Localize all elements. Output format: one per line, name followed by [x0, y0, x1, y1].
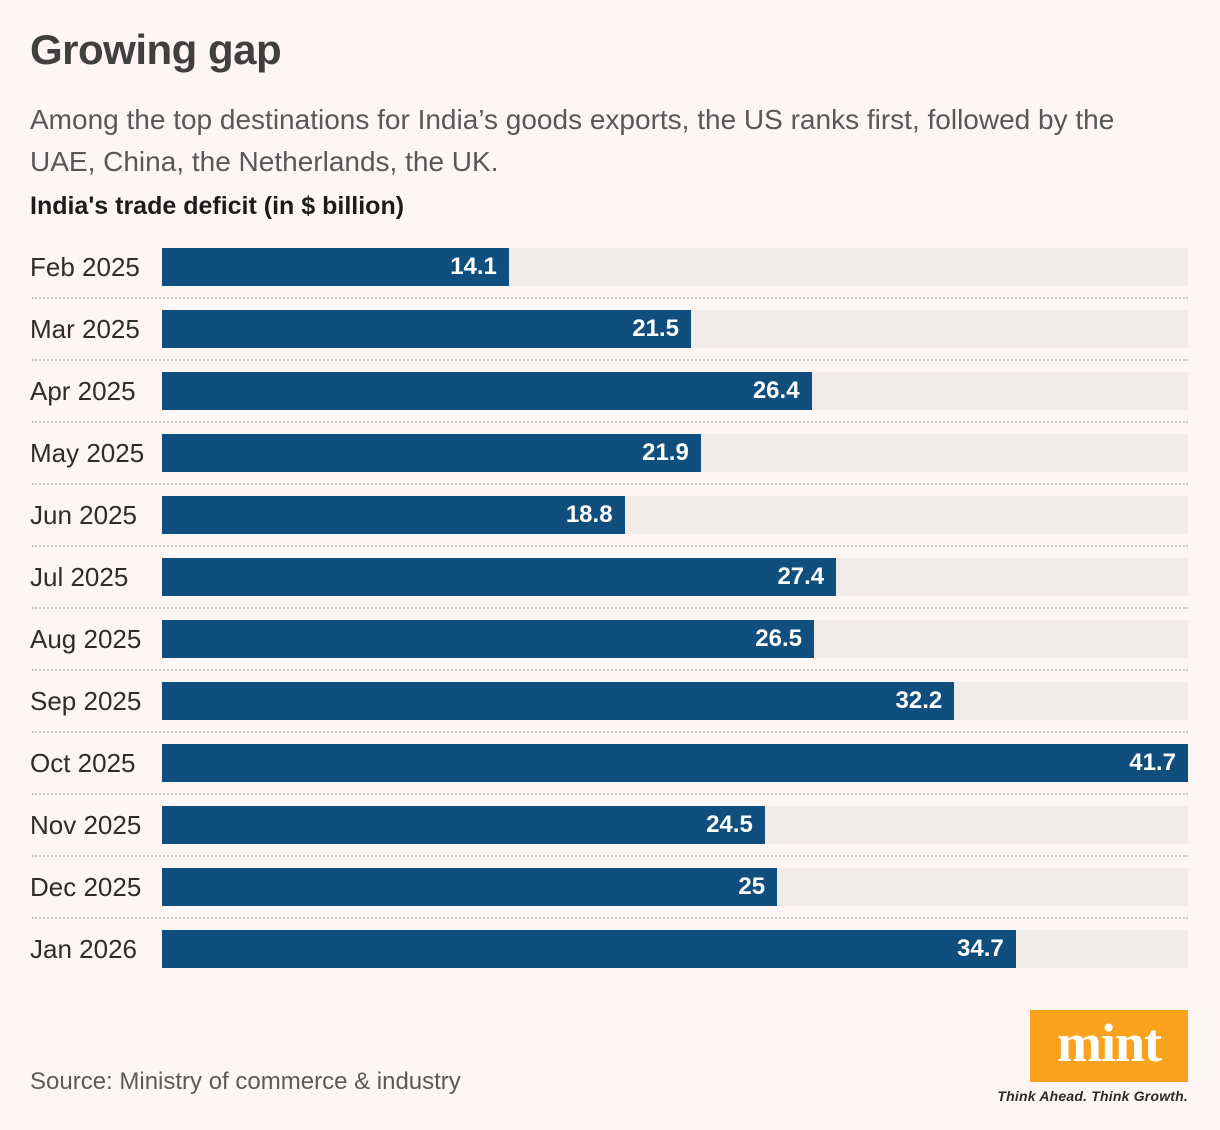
- bar: 26.5: [162, 620, 814, 658]
- bar-track: 25: [162, 868, 1188, 906]
- chart-title: India's trade deficit (in $ billion): [30, 192, 405, 220]
- category-label: Aug 2025: [30, 624, 142, 654]
- bar-track: 24.5: [162, 806, 1188, 844]
- chart-row: May 2025 21.9: [30, 434, 1188, 485]
- category-label: Jul 2025: [30, 562, 129, 592]
- chart-row: Oct 2025 41.7: [30, 744, 1188, 795]
- bar-track: 26.4: [162, 372, 1188, 410]
- bar-track: 14.1: [162, 248, 1188, 286]
- category-label: Oct 2025: [30, 748, 136, 778]
- bar-value-label: 26.5: [755, 625, 802, 652]
- chart-row: Aug 2025 26.5: [30, 620, 1188, 671]
- category-label: Jan 2026: [30, 934, 137, 964]
- mint-logo-wordmark: mint: [1057, 1013, 1162, 1073]
- bar: 34.7: [162, 930, 1016, 968]
- bar-track: 32.2: [162, 682, 1188, 720]
- category-label: Dec 2025: [30, 872, 142, 902]
- bar: 14.1: [162, 248, 509, 286]
- bar-value-label: 41.7: [1129, 749, 1176, 776]
- chart-row: Jul 2025 27.4: [30, 558, 1188, 609]
- chart-row: Jun 2025 18.8: [30, 496, 1188, 547]
- chart-row: Mar 2025 21.5: [30, 310, 1188, 361]
- mint-logo: mint: [1030, 1010, 1188, 1082]
- bar-track: 41.7: [162, 744, 1188, 782]
- bar: 27.4: [162, 558, 837, 596]
- page-subtitle: Among the top destinations for India’s g…: [30, 104, 1115, 177]
- chart-row: Feb 2025 14.1: [30, 248, 1188, 299]
- bar-value-label: 21.9: [642, 439, 689, 466]
- chart-row: Apr 2025 26.4: [30, 372, 1188, 423]
- chart-row: Nov 2025 24.5: [30, 806, 1188, 857]
- category-label: Mar 2025: [30, 314, 140, 344]
- bar: 26.4: [162, 372, 812, 410]
- bar-track: 21.9: [162, 434, 1188, 472]
- category-label: Sep 2025: [30, 686, 142, 716]
- bar-value-label: 21.5: [632, 315, 679, 342]
- bar: 32.2: [162, 682, 955, 720]
- bar-track: 34.7: [162, 930, 1188, 968]
- bar-value-label: 24.5: [706, 811, 753, 838]
- bar-track: 21.5: [162, 310, 1188, 348]
- bar: 41.7: [162, 744, 1188, 782]
- category-label: Nov 2025: [30, 810, 142, 840]
- bar: 24.5: [162, 806, 765, 844]
- chart-row: Sep 2025 32.2: [30, 682, 1188, 733]
- bar: 18.8: [162, 496, 625, 534]
- bar-value-label: 18.8: [565, 501, 613, 528]
- brand-tagline: Think Ahead. Think Growth.: [997, 1088, 1188, 1104]
- chart-row: Dec 2025 25: [30, 868, 1188, 919]
- bar-value-label: 34.7: [957, 935, 1004, 962]
- bar-value-label: 25: [738, 873, 766, 900]
- category-label: May 2025: [30, 438, 145, 468]
- category-label: Jun 2025: [30, 500, 137, 530]
- bar: 21.9: [162, 434, 701, 472]
- page-title: Growing gap: [30, 26, 282, 73]
- category-label: Apr 2025: [30, 376, 136, 406]
- source-note: Source: Ministry of commerce & industry: [30, 1068, 461, 1095]
- bar-track: 26.5: [162, 620, 1188, 658]
- bar: 25: [162, 868, 778, 906]
- bar-value-label: 27.4: [777, 563, 825, 590]
- bar-track: 27.4: [162, 558, 1188, 596]
- bar-value-label: 26.4: [752, 377, 800, 404]
- bar-track: 18.8: [162, 496, 1188, 534]
- bar-value-label: 14.1: [450, 253, 497, 280]
- bar: 21.5: [162, 310, 691, 348]
- chart-row: Jan 2026 34.7: [30, 930, 1188, 968]
- bar-chart: Feb 2025 14.1 Mar 2025 21.5 Apr 2025 26.4 May …: [30, 248, 1188, 968]
- category-label: Feb 2025: [30, 252, 140, 282]
- bar-value-label: 32.2: [895, 687, 943, 714]
